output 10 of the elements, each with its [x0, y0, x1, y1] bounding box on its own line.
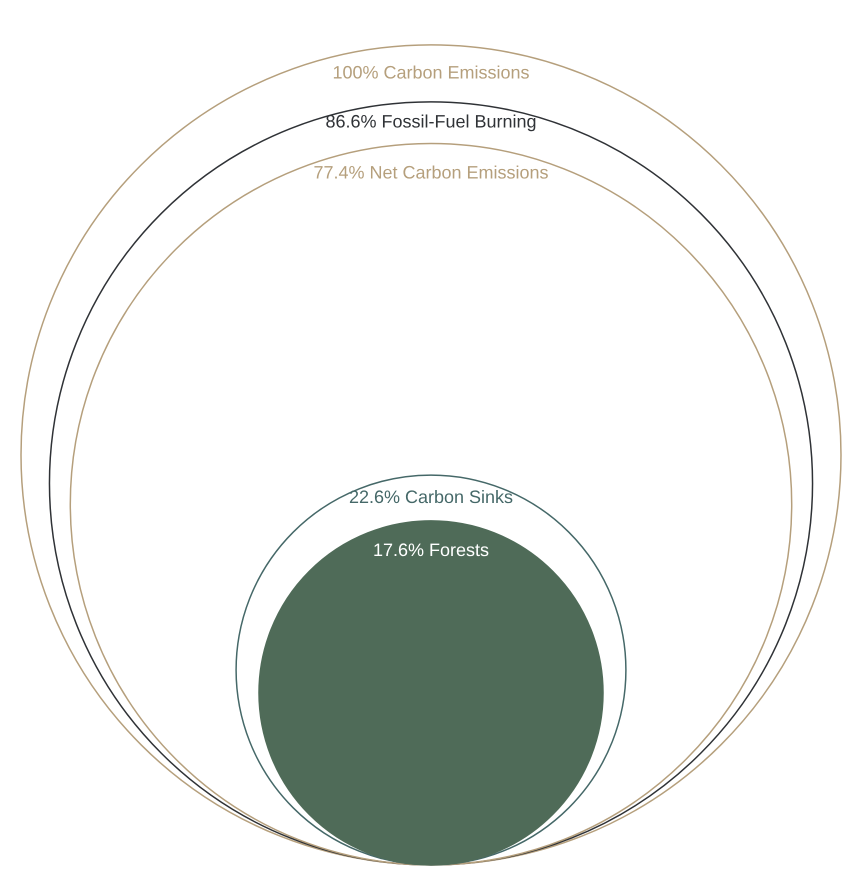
category-label: Forests [429, 540, 490, 560]
data-label: 86.6% [325, 112, 376, 132]
data-label: 77.4% [313, 162, 364, 182]
category-label: Carbon Emissions [383, 62, 530, 82]
data-label: 22.6% [348, 486, 400, 507]
category-label: Fossil-Fuel Burning [381, 112, 537, 132]
data-label: 17.6% [372, 540, 424, 560]
category-label: Carbon Sinks [404, 486, 514, 507]
category-label: Net Carbon Emissions [369, 162, 549, 182]
data-label: 100% [332, 62, 378, 82]
